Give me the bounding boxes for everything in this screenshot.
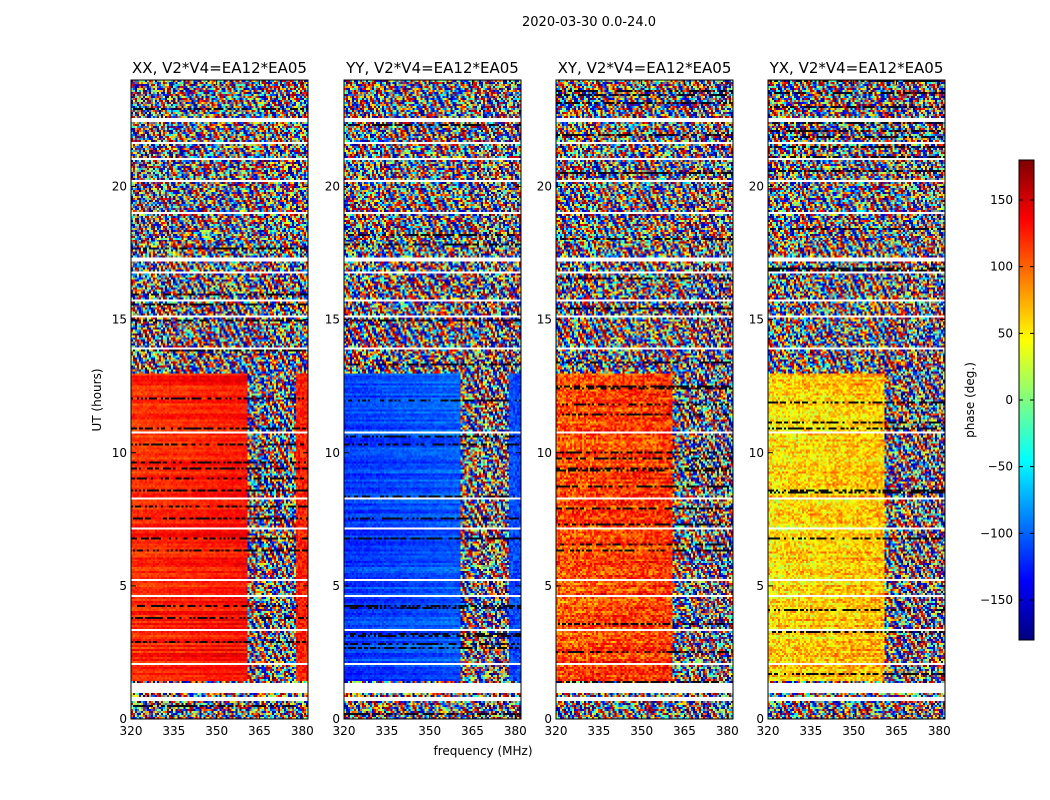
panel: YY, V2*V4=EA12*EA05 320 335 350 365 380 0 5 10 15… xyxy=(325,59,527,738)
x-tick-label: 320 xyxy=(120,724,143,738)
y-tick-label: 20 xyxy=(537,180,552,194)
colorbar: −150 −100 −50 0 50 100 150 xyxy=(980,159,1035,641)
figure-suptitle: 2020-03-30 0.0-24.0 xyxy=(522,15,656,30)
colorbar-tick-label: −50 xyxy=(988,460,1013,474)
x-tick-label: 365 xyxy=(885,724,908,738)
x-tick-label: 380 xyxy=(716,724,739,738)
y-tick-label: 20 xyxy=(749,180,764,194)
plot-frame xyxy=(343,79,522,720)
phase-heatmap xyxy=(768,80,945,719)
y-tick-label: 0 xyxy=(332,712,340,726)
colorbar-tick-label: −100 xyxy=(980,526,1013,540)
x-tick-label: 320 xyxy=(333,724,356,738)
panel-title: XX, V2*V4=EA12*EA05 xyxy=(132,59,307,77)
y-tick-label: 15 xyxy=(749,313,764,327)
x-tick-label: 335 xyxy=(587,724,610,738)
phase-heatmap xyxy=(131,80,308,719)
panel-title: XY, V2*V4=EA12*EA05 xyxy=(558,59,732,77)
colorbar-tick-label: 150 xyxy=(990,193,1013,207)
x-tick-label: 335 xyxy=(375,724,398,738)
y-tick-label: 0 xyxy=(544,712,552,726)
plot-frame xyxy=(767,79,946,720)
colorbar-tick-label: 50 xyxy=(998,326,1013,340)
x-tick-label: 335 xyxy=(162,724,185,738)
y-tick-label: 10 xyxy=(325,446,340,460)
y-axis-label: UT (hours) xyxy=(90,368,104,431)
y-tick-label: 15 xyxy=(325,313,340,327)
x-tick-label: 350 xyxy=(418,724,441,738)
x-tick-label: 380 xyxy=(504,724,527,738)
x-tick-label: 365 xyxy=(248,724,271,738)
x-tick-label: 320 xyxy=(545,724,568,738)
phase-heatmap xyxy=(344,80,521,719)
x-tick-label: 320 xyxy=(757,724,780,738)
panels-group: XX, V2*V4=EA12*EA05 320 335 350 365 380 0 5 10 15… xyxy=(112,59,951,738)
y-tick-label: 15 xyxy=(112,313,127,327)
y-tick-label: 15 xyxy=(537,313,552,327)
x-axis-label: frequency (MHz) xyxy=(433,744,532,758)
y-tick-label: 5 xyxy=(756,579,764,593)
x-tick-label: 365 xyxy=(673,724,696,738)
x-tick-label: 350 xyxy=(205,724,228,738)
colorbar-tick-label: 100 xyxy=(990,260,1013,274)
panel-title: YX, V2*V4=EA12*EA05 xyxy=(769,59,944,77)
panel: XY, V2*V4=EA12*EA05 320 335 350 365 380 0 5 10 15… xyxy=(537,59,739,738)
y-tick-label: 20 xyxy=(112,180,127,194)
colorbar-tick-label: 0 xyxy=(1005,393,1013,407)
y-tick-label: 0 xyxy=(119,712,127,726)
x-tick-label: 380 xyxy=(928,724,951,738)
y-tick-label: 10 xyxy=(537,446,552,460)
y-tick-label: 5 xyxy=(119,579,127,593)
y-tick-label: 5 xyxy=(332,579,340,593)
y-tick-label: 10 xyxy=(749,446,764,460)
y-tick-label: 10 xyxy=(112,446,127,460)
y-tick-label: 20 xyxy=(325,180,340,194)
plot-frame xyxy=(555,79,734,720)
x-tick-label: 380 xyxy=(291,724,314,738)
plot-frame xyxy=(130,79,309,720)
panel: XX, V2*V4=EA12*EA05 320 335 350 365 380 0 5 10 15… xyxy=(112,59,314,738)
x-tick-label: 335 xyxy=(799,724,822,738)
colorbar-tick-label: −150 xyxy=(980,593,1013,607)
x-tick-label: 350 xyxy=(842,724,865,738)
panel-title: YY, V2*V4=EA12*EA05 xyxy=(345,59,519,77)
x-tick-label: 350 xyxy=(630,724,653,738)
phase-heatmap xyxy=(556,80,733,719)
colorbar-label: phase (deg.) xyxy=(963,362,977,438)
x-tick-label: 365 xyxy=(461,724,484,738)
y-tick-label: 0 xyxy=(756,712,764,726)
panel: YX, V2*V4=EA12*EA05 320 335 350 365 380 0 5 10 15… xyxy=(749,59,951,738)
y-tick-label: 5 xyxy=(544,579,552,593)
